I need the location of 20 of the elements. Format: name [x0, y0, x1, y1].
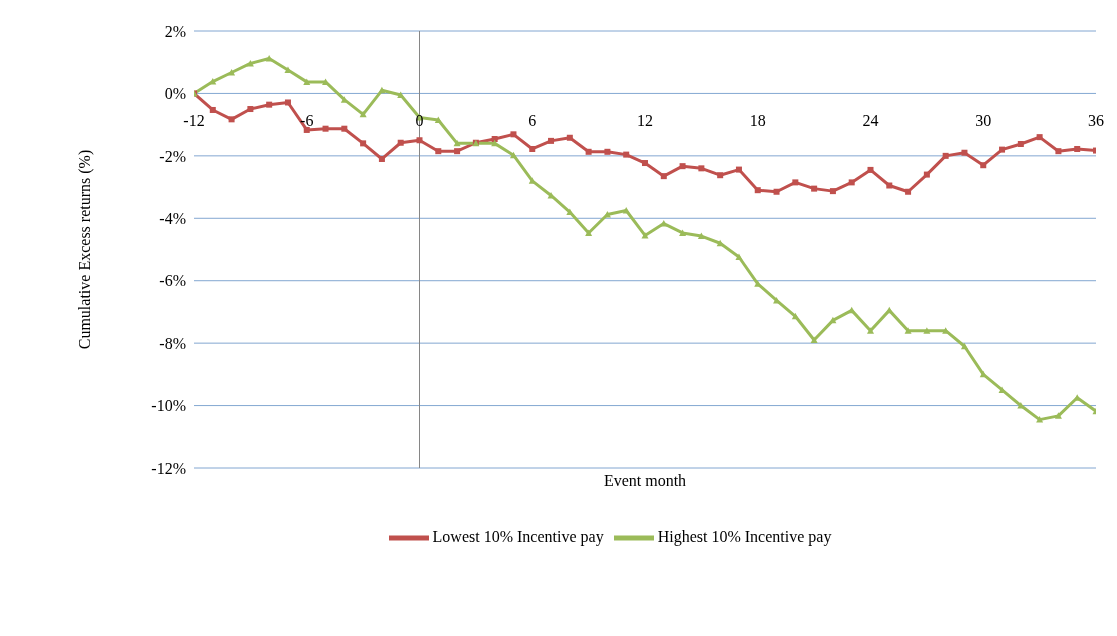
x-axis-title: Event month — [603, 472, 687, 489]
x-tick-label: -6 — [300, 112, 314, 130]
x-tick-label: 12 — [637, 112, 653, 130]
legend-label: Highest 10% Incentive pay — [657, 527, 832, 545]
y-tick-label: -6% — [159, 272, 186, 290]
y-tick-label: 2% — [164, 22, 186, 40]
legend-label: Lowest 10% Incentive pay — [432, 527, 604, 545]
x-tick-label: 18 — [749, 112, 766, 130]
y-tick-label: -2% — [159, 147, 186, 165]
y-tick-label: -10% — [151, 397, 186, 415]
x-tick-label: 6 — [528, 112, 537, 130]
x-tick-label: 36 — [1088, 112, 1104, 130]
x-tick-label: -12 — [183, 112, 205, 130]
y-axis-title: Cumulative Excess returns (%) — [75, 149, 94, 350]
y-tick-label: -12% — [151, 459, 186, 477]
y-tick-label: -8% — [159, 334, 186, 352]
y-tick-label: 0% — [164, 85, 186, 103]
x-tick-label: 30 — [975, 112, 992, 130]
y-tick-label: -4% — [159, 209, 186, 227]
x-tick-label: 24 — [862, 112, 879, 130]
